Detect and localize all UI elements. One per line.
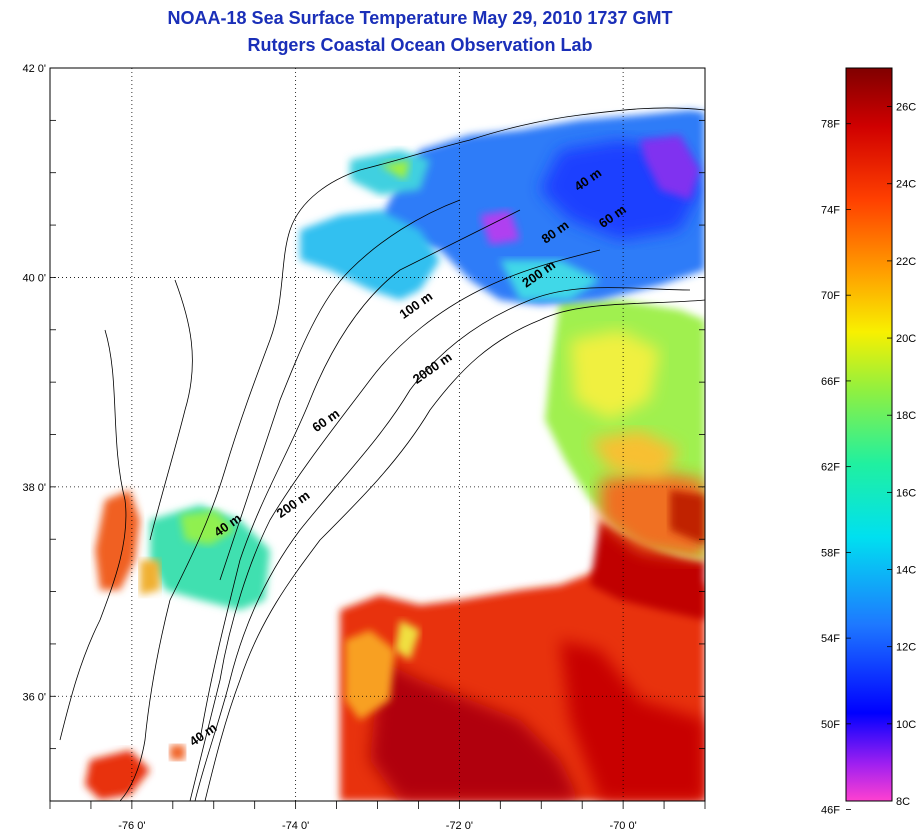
colorbar-f-label: 50F bbox=[821, 719, 840, 731]
colorbar-c-label: 24C bbox=[896, 179, 916, 191]
colorbar-f-label: 54F bbox=[821, 633, 840, 645]
lat-tick-label: 38 0' bbox=[22, 482, 46, 494]
colorbar-c-label: 18C bbox=[896, 410, 916, 422]
colorbar-f-label: 62F bbox=[821, 462, 840, 474]
colorbar-c-label: 10C bbox=[896, 719, 916, 731]
lon-tick-label: -70 0' bbox=[610, 820, 637, 832]
colorbar-f-label: 70F bbox=[821, 290, 840, 302]
lon-tick-label: -72 0' bbox=[446, 820, 473, 832]
map-axes: 42 0' 40 0' 38 0' 36 0' -76 0' -74 0' -72 0' -7… bbox=[22, 63, 706, 832]
colorbar-f-label: 46F bbox=[821, 805, 840, 817]
colorbar-f-label: 74F bbox=[821, 204, 840, 216]
lon-tick-label: -76 0' bbox=[118, 820, 145, 832]
isobath-lines bbox=[59, 107, 705, 801]
sst-field bbox=[50, 68, 705, 801]
lat-tick-label: 36 0' bbox=[22, 691, 46, 703]
map-subtitle: Rutgers Coastal Ocean Observation Lab bbox=[247, 35, 593, 55]
colorbar-c-label: 8C bbox=[896, 796, 910, 808]
colorbar-c-label: 26C bbox=[896, 102, 916, 114]
colorbar-c-label: 20C bbox=[896, 333, 916, 345]
colorbar-f-label: 78F bbox=[821, 119, 840, 131]
colorbar-c-label: 22C bbox=[896, 256, 916, 268]
lat-tick-label: 42 0' bbox=[22, 63, 46, 75]
colorbar-f-label: 58F bbox=[821, 547, 840, 559]
colorbar-f-label: 66F bbox=[821, 376, 840, 388]
map-title: NOAA-18 Sea Surface Temperature May 29, … bbox=[167, 8, 673, 28]
lon-tick-label: -74 0' bbox=[282, 820, 309, 832]
colorbar-c-label: 14C bbox=[896, 565, 916, 577]
colorbar-c-label: 16C bbox=[896, 487, 916, 499]
colorbar bbox=[845, 67, 893, 802]
lat-tick-label: 40 0' bbox=[22, 272, 46, 284]
colorbar-c-label: 12C bbox=[896, 642, 916, 654]
colorbar-ticks: 26C 24C 22C 20C 18C 16C 14C 12C 10C 8C 78F 74F 70F 66… bbox=[821, 102, 916, 817]
